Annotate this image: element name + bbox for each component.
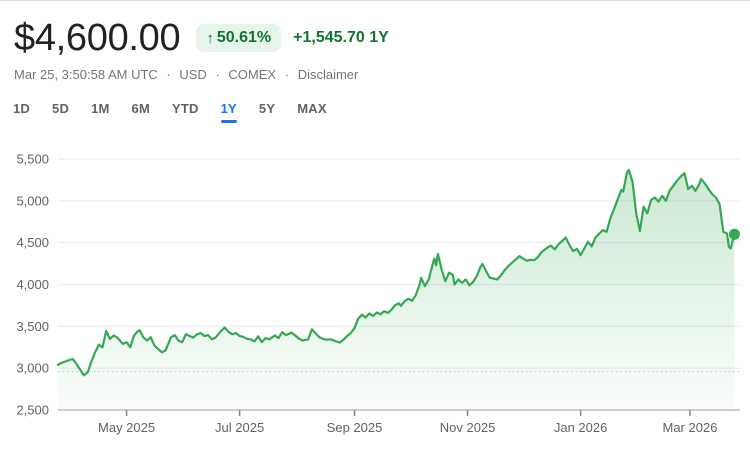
x-axis-label: Jan 2026 <box>554 420 608 435</box>
tab-1m[interactable]: 1M <box>91 101 110 116</box>
exchange: COMEX <box>228 67 277 82</box>
change-percent: 50.61% <box>216 29 272 46</box>
y-axis-label: 2,500 <box>16 403 49 418</box>
change-absolute: +1,545.70 1Y <box>293 29 389 46</box>
y-axis-label: 3,000 <box>16 361 49 376</box>
tab-1d[interactable]: 1D <box>13 101 31 116</box>
tab-max[interactable]: MAX <box>297 101 327 116</box>
y-axis-label: 4,000 <box>16 277 49 292</box>
price-line <box>56 168 736 377</box>
price-chart[interactable]: 5,500 5,000 4,500 4,000 3,500 3,000 2,500 May 2… <box>0 141 750 454</box>
price-area-fill <box>58 169 735 410</box>
y-axis-label: 5,000 <box>16 193 49 208</box>
y-axis-label: 5,500 <box>16 152 49 167</box>
separator-dot: · <box>166 67 171 82</box>
time-range-tabs: 1D 5D 1M 6M YTD 1Y 5Y MAX <box>2 97 750 126</box>
tab-1y[interactable]: 1Y <box>210 97 248 126</box>
x-axis-label: Nov 2025 <box>440 420 496 435</box>
separator-dot: · <box>284 67 290 82</box>
timestamp: Mar 25, 3:50:58 AM UTC <box>14 67 158 82</box>
x-axis-label: Mar 2026 <box>663 420 718 435</box>
x-axis-label: Jul 2025 <box>215 420 264 435</box>
tab-5y[interactable]: 5Y <box>258 101 276 116</box>
tab-6m[interactable]: 6M <box>131 101 150 116</box>
quote-header: $4,600.00 ↑ 50.61% +1,545.70 1Y Mar 25, … <box>0 1 750 82</box>
x-axis-label: Sep 2025 <box>327 420 383 435</box>
change-percent-badge: ↑ 50.61% <box>196 24 282 52</box>
separator-dot: · <box>215 67 220 82</box>
y-axis-label: 3,500 <box>16 319 49 334</box>
up-arrow-icon: ↑ <box>206 29 214 47</box>
latest-price-dot <box>728 228 740 240</box>
tab-ytd[interactable]: YTD <box>172 101 199 116</box>
price-row: $4,600.00 ↑ 50.61% +1,545.70 1Y <box>0 1 750 60</box>
currency: USD <box>179 67 207 82</box>
tab-5d[interactable]: 5D <box>52 101 70 116</box>
y-axis-label: 4,500 <box>16 235 49 250</box>
current-price: $4,600.00 <box>14 17 181 59</box>
quote-meta: Mar 25, 3:50:58 AM UTC · USD · COMEX · D… <box>14 67 750 82</box>
x-axis-label: May 2025 <box>98 420 155 435</box>
disclaimer-link[interactable]: Disclaimer <box>297 67 359 82</box>
